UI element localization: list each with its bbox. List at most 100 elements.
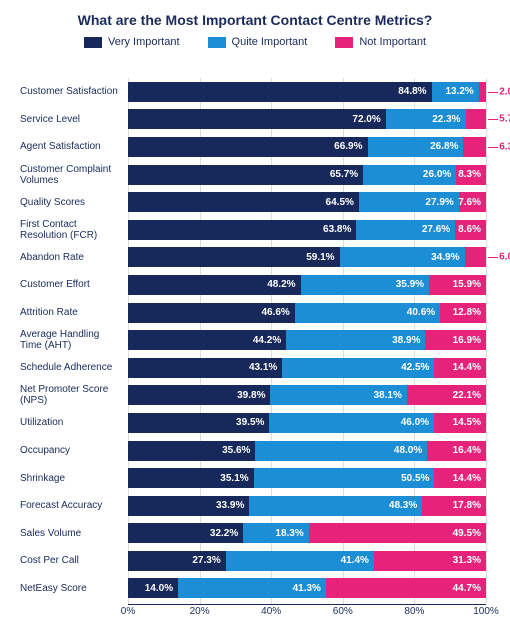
- segment-very: 32.2%: [128, 523, 243, 543]
- legend-swatch: [84, 37, 102, 48]
- segment-not: 14.4%: [434, 358, 486, 378]
- value-label: 66.9%: [334, 141, 362, 152]
- bar: 64.5%27.9%7.6%: [128, 192, 486, 212]
- segment-not: 14.5%: [434, 413, 486, 433]
- value-label: 65.7%: [330, 169, 358, 180]
- segment-quite: 38.1%: [270, 385, 406, 405]
- value-label: 50.5%: [401, 473, 429, 484]
- external-value-label: 5.7%: [499, 114, 510, 125]
- value-label: 44.7%: [453, 583, 481, 594]
- x-tick: 20%: [190, 606, 210, 617]
- chart-row: Occupancy35.6%48.0%16.4%: [20, 437, 486, 465]
- value-label: 41.4%: [341, 555, 369, 566]
- chart-row: Customer Satisfaction84.8%13.2%2.0%: [20, 78, 486, 106]
- row-label: Schedule Adherence: [20, 362, 128, 373]
- value-label: 49.5%: [453, 528, 481, 539]
- legend-label: Very Important: [108, 36, 180, 48]
- legend-item: Very Important: [84, 36, 180, 48]
- leader-line: [488, 257, 498, 258]
- chart-row: Customer Complaint Volumes65.7%26.0%8.3%: [20, 161, 486, 189]
- segment-not: 31.3%: [374, 551, 486, 571]
- value-label: 32.2%: [210, 528, 238, 539]
- segment-very: 27.3%: [128, 551, 226, 571]
- bar: 84.8%13.2%2.0%: [128, 82, 486, 102]
- value-label: 8.6%: [458, 224, 481, 235]
- value-label: 16.4%: [453, 445, 481, 456]
- segment-quite: 50.5%: [254, 468, 435, 488]
- value-label: 8.3%: [458, 169, 481, 180]
- value-label: 63.8%: [323, 224, 351, 235]
- segment-very: 14.0%: [128, 578, 178, 598]
- value-label: 84.8%: [398, 86, 426, 97]
- value-label: 35.9%: [396, 279, 424, 290]
- row-label: Forecast Accuracy: [20, 500, 128, 511]
- gridline: [486, 78, 487, 604]
- chart-row: Attrition Rate46.6%40.6%12.8%: [20, 299, 486, 327]
- row-label: Abandon Rate: [20, 252, 128, 263]
- value-label: 14.5%: [453, 417, 481, 428]
- chart-area: Customer Satisfaction84.8%13.2%2.0%Servi…: [20, 78, 486, 604]
- value-label: 35.1%: [220, 473, 248, 484]
- row-label: Occupancy: [20, 445, 128, 456]
- value-label: 18.3%: [275, 528, 303, 539]
- segment-not: 6.3%: [463, 137, 486, 157]
- bar: 59.1%34.9%6.0%: [128, 247, 486, 267]
- bar: 72.0%22.3%5.7%: [128, 109, 486, 129]
- row-label: Customer Satisfaction: [20, 86, 128, 97]
- value-label: 22.3%: [432, 114, 460, 125]
- bar: 48.2%35.9%15.9%: [128, 275, 486, 295]
- value-label: 27.9%: [425, 197, 453, 208]
- value-label: 27.6%: [422, 224, 450, 235]
- value-label: 31.3%: [453, 555, 481, 566]
- bar: 44.2%38.9%16.9%: [128, 330, 486, 350]
- chart-row: Schedule Adherence 43.1% 42.5%14.4%: [20, 354, 486, 382]
- value-label: 39.5%: [236, 417, 264, 428]
- bar: 39.5%46.0%14.5%: [128, 413, 486, 433]
- value-label: 43.1%: [249, 362, 277, 373]
- value-label: 14.0%: [145, 583, 173, 594]
- x-axis: 0%20%40%60%80%100%: [128, 604, 486, 622]
- leader-line: [488, 147, 498, 148]
- segment-not: 16.4%: [427, 441, 486, 461]
- row-label: Net Promoter Score (NPS): [20, 384, 128, 406]
- segment-very: 35.1%: [128, 468, 254, 488]
- segment-very: 33.9%: [128, 496, 249, 516]
- value-label: 27.3%: [192, 555, 220, 566]
- segment-not: 6.0%: [465, 247, 486, 267]
- chart-row: Agent Satisfaction66.9%26.8%6.3%: [20, 133, 486, 161]
- chart-row: Customer Effort48.2%35.9%15.9%: [20, 271, 486, 299]
- segment-not: 49.5%: [309, 523, 486, 543]
- value-label: 33.9%: [216, 500, 244, 511]
- segment-not: 44.7%: [326, 578, 486, 598]
- external-value-label: 6.3%: [499, 141, 510, 152]
- value-label: 26.0%: [423, 169, 451, 180]
- chart-title: What are the Most Important Contact Cent…: [0, 12, 510, 28]
- segment-quite: 13.2%: [432, 82, 479, 102]
- segment-not: 22.1%: [407, 385, 486, 405]
- segment-very: 48.2%: [128, 275, 301, 295]
- value-label: 26.8%: [430, 141, 458, 152]
- segment-quite: 26.0%: [363, 165, 456, 185]
- x-tick: 100%: [473, 606, 499, 617]
- segment-quite: 18.3%: [243, 523, 309, 543]
- segment-very: 39.8%: [128, 385, 270, 405]
- value-label: 72.0%: [352, 114, 380, 125]
- bar: 27.3% 41.4% 31.3%: [128, 551, 486, 571]
- value-label: 12.8%: [453, 307, 481, 318]
- legend: Very Important Quite Important Not Importa…: [0, 36, 510, 48]
- legend-label: Quite Important: [232, 36, 308, 48]
- segment-quite: 38.9%: [286, 330, 425, 350]
- legend-item: Not Important: [335, 36, 426, 48]
- row-label: Customer Effort: [20, 279, 128, 290]
- x-tick: 0%: [121, 606, 135, 617]
- bar: 46.6%40.6%12.8%: [128, 303, 486, 323]
- segment-quite: 41.4%: [226, 551, 374, 571]
- segment-quite: 42.5%: [282, 358, 434, 378]
- bar: 39.8%38.1%22.1%: [128, 385, 486, 405]
- chart-row: First Contact Resolution (FCR)63.8%27.6%…: [20, 216, 486, 244]
- value-label: 35.6%: [222, 445, 250, 456]
- value-label: 38.9%: [392, 335, 420, 346]
- legend-swatch: [208, 37, 226, 48]
- bar: 32.2% 18.3% 49.5%: [128, 523, 486, 543]
- value-label: 46.6%: [261, 307, 289, 318]
